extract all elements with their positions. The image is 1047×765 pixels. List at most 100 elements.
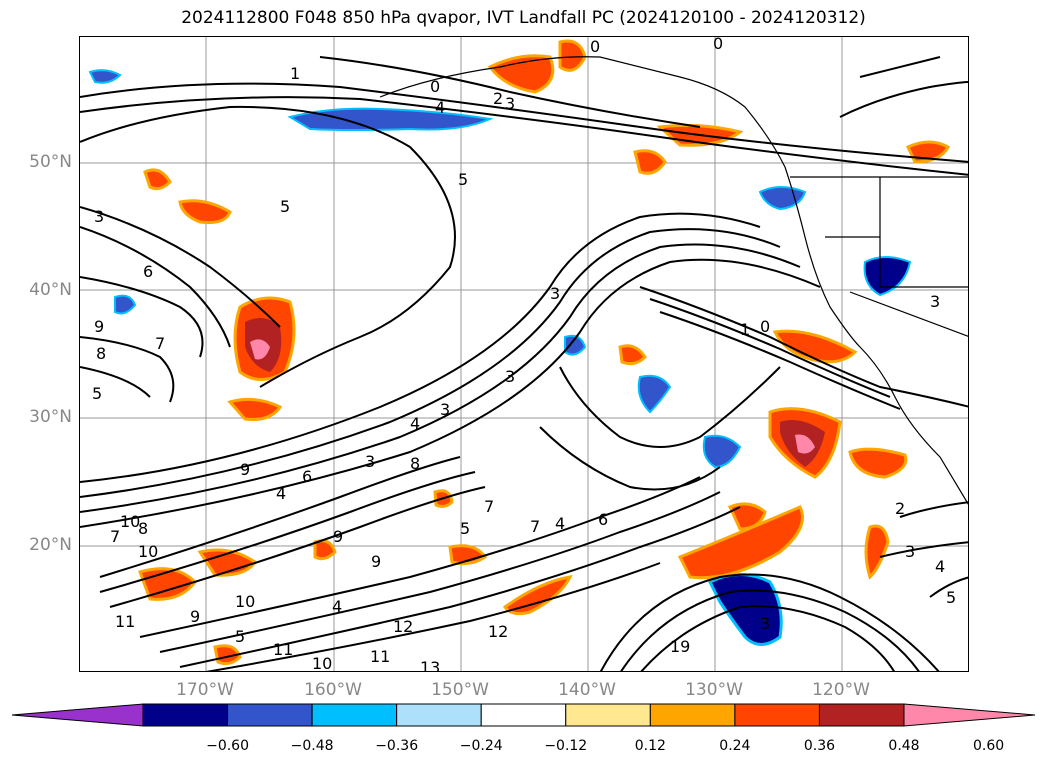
contour-label: 0	[760, 317, 770, 336]
lat-label: 40°N	[29, 280, 72, 300]
lon-label: 160°W	[304, 680, 362, 700]
ivt-contours	[80, 56, 968, 671]
blue-patch	[637, 374, 672, 414]
contour-label: 6	[302, 467, 312, 486]
map-title: 2024112800 F048 850 hPa qvapor, IVT Land…	[181, 8, 866, 28]
contour-label: 4	[935, 557, 945, 576]
contour-label: 9	[94, 317, 104, 336]
orange-patch	[143, 168, 172, 191]
contour-label: 9	[240, 460, 250, 479]
orange-patch	[864, 524, 890, 580]
colorbar-segment	[818, 703, 905, 727]
colorbar-tick-label: 0.24	[719, 738, 751, 754]
contour-label: 2	[493, 89, 503, 108]
blue-patch	[758, 186, 807, 211]
orange-patch	[618, 344, 647, 366]
contour-label: 11	[115, 612, 135, 631]
contour-label: 0	[713, 37, 723, 53]
contour-label: 10	[120, 512, 140, 531]
contour-label: 3	[440, 400, 450, 419]
colorbar-tick-label: −0.24	[459, 738, 503, 754]
colorbar-segment	[396, 703, 482, 727]
colorbar-segment	[734, 703, 820, 727]
orange-patch	[677, 505, 804, 580]
blue-patch	[707, 573, 783, 646]
contour-label: 9	[190, 607, 200, 626]
contour-label: 2	[895, 499, 905, 518]
contour-label: 5	[92, 384, 102, 403]
contour-label: 7	[530, 517, 540, 536]
contour-label: 3	[505, 94, 515, 113]
colorbar	[11, 703, 1036, 727]
lon-label: 170°W	[176, 680, 234, 700]
contour-label: 8	[410, 454, 420, 473]
contour-label: 13	[420, 658, 440, 672]
contour-label: 10	[235, 592, 255, 611]
contour-label: 5	[460, 519, 470, 538]
contour-label: 3	[905, 542, 915, 561]
colorbar-tick-label: −0.60	[206, 738, 249, 754]
contour-label: 3	[550, 284, 560, 303]
orange-patch	[727, 502, 767, 531]
lat-label: 20°N	[29, 535, 72, 555]
orange-patch	[502, 575, 573, 616]
contour-label: 7	[484, 497, 494, 516]
contour-label: 19	[670, 637, 690, 656]
lat-label: 30°N	[29, 407, 72, 427]
colorbar-tick-label: 0.48	[888, 738, 920, 754]
contour-label: 3	[505, 367, 515, 386]
contour-label: 3	[365, 452, 375, 471]
contour-label: 0	[430, 77, 440, 96]
orange-patch	[227, 397, 283, 421]
colorbar-tick-label: −0.12	[544, 738, 588, 754]
contour-label: 12	[393, 617, 413, 636]
contour-label: 12	[488, 622, 508, 641]
contour-label: 3	[94, 207, 104, 226]
contour-label: 5	[280, 197, 290, 216]
map-panel: 1 0 4 2 3 0 0 5 5 3 6 9 8 7 5 3 3 1 0 3 …	[79, 36, 969, 672]
colorbar-segment	[142, 703, 229, 727]
blue-patch	[564, 334, 587, 356]
contour-label: 3	[760, 614, 770, 633]
colorbar-segment	[565, 703, 651, 727]
contour-label: 3	[930, 292, 940, 311]
contour-label: 5	[946, 588, 956, 607]
contour-label: 0	[590, 37, 600, 56]
blue-patch	[114, 294, 137, 315]
orange-patch	[848, 447, 908, 479]
orange-patch	[313, 539, 337, 561]
contour-label: 6	[598, 510, 608, 529]
graticule	[80, 37, 968, 671]
contour-label: 10	[312, 654, 332, 672]
colorbar-segment	[227, 703, 313, 727]
contour-label: 9	[371, 552, 381, 571]
contour-label: 9	[333, 527, 343, 546]
contour-label: 8	[138, 519, 148, 538]
orange-patch	[213, 644, 242, 666]
orange-patch	[558, 39, 587, 72]
pink-patch	[250, 339, 270, 360]
colorbar-tick-label: 0.12	[634, 738, 666, 754]
contour-label: 6	[143, 262, 153, 281]
blue-patch	[287, 107, 494, 131]
orange-patch	[633, 149, 667, 175]
lon-label: 130°W	[685, 680, 743, 700]
contour-label: 11	[370, 647, 390, 666]
contour-label-group: 1 0 4 2 3 0 0 5 5 3 6 9 8 7 5 3 3 1 0 3 …	[92, 37, 956, 672]
contour-label: 1	[740, 320, 750, 339]
colorbar-extend-low	[11, 703, 144, 727]
lon-label: 150°W	[431, 680, 489, 700]
orange-patch	[487, 54, 555, 94]
colorbar-tick-label: −0.48	[290, 738, 334, 754]
contour-label: 4	[555, 514, 565, 533]
contour-label: 5	[235, 627, 245, 646]
contour-label: 11	[273, 640, 293, 659]
coastline	[379, 56, 968, 505]
lon-label: 140°W	[558, 680, 616, 700]
blue-patch	[88, 69, 122, 84]
contour-label: 4	[276, 484, 286, 503]
colorbar-tick-label: 0.36	[803, 738, 836, 754]
contour-label: 7	[110, 527, 120, 546]
contour-label: 4	[435, 98, 445, 117]
colorbar-segment	[480, 703, 567, 727]
